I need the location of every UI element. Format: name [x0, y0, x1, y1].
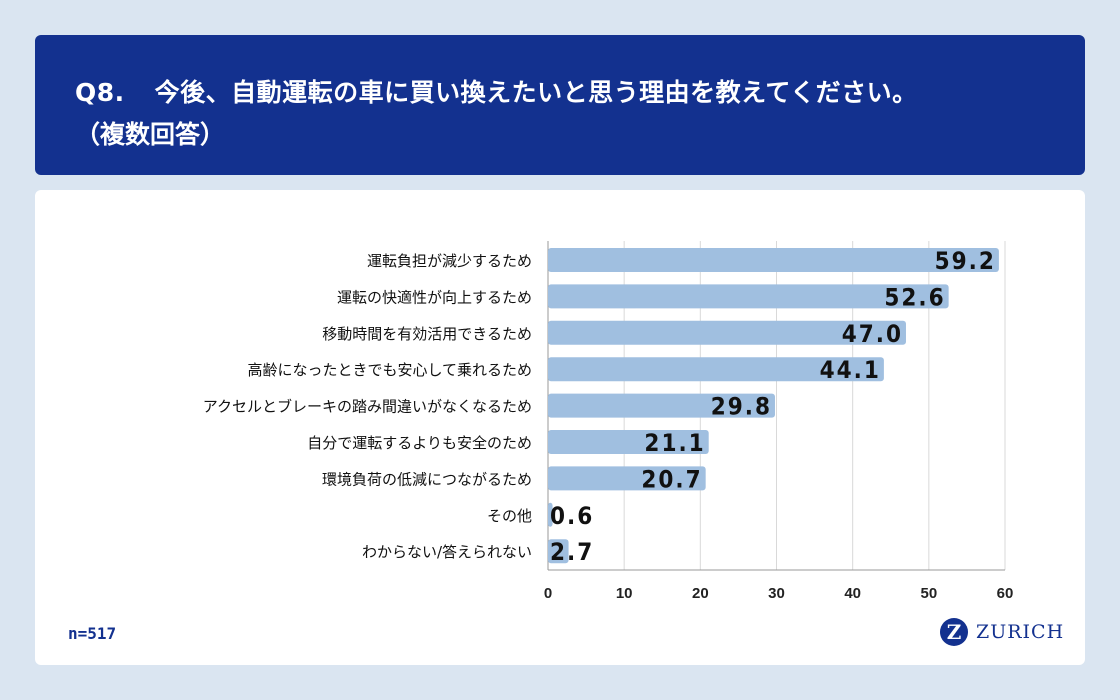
data-label: 2.7: [550, 538, 594, 566]
brand-name: ZURICH: [976, 621, 1065, 643]
bar: [548, 357, 884, 382]
bar: [548, 466, 706, 491]
x-tick-label: 30: [768, 585, 785, 602]
category-label: 移動時間を有効活用できるため: [322, 325, 532, 343]
question-text: 今後、自動運転の車に買い換えたいと思う理由を教えてください。: [154, 78, 918, 107]
category-label: 自分で運転するよりも安全のため: [307, 434, 532, 452]
bar: [548, 430, 709, 454]
data-label: 20.7: [641, 465, 702, 493]
bar: [548, 284, 949, 309]
zurich-logo: Z ZURICH: [940, 618, 1064, 646]
bar: [548, 502, 553, 527]
data-label: 44.1: [820, 356, 881, 384]
x-tick-label: 40: [844, 585, 861, 602]
category-label: 環境負荷の低減につながるため: [322, 470, 532, 488]
x-tick-label: 0: [544, 585, 552, 602]
x-tick-label: 20: [692, 585, 709, 602]
data-label: 59.2: [935, 247, 996, 275]
data-label: 52.6: [884, 283, 945, 311]
category-label: その他: [487, 507, 532, 525]
question-number: Q8.: [75, 78, 125, 107]
x-tick-label: 60: [997, 585, 1014, 602]
data-label: 0.6: [550, 502, 594, 530]
bar: [548, 320, 906, 345]
x-tick-label: 10: [616, 585, 633, 602]
sample-size: n=517: [68, 624, 117, 643]
category-label: 運転の快適性が向上するため: [337, 288, 532, 306]
category-label: 高齢になったときでも安心して乗れるため: [247, 361, 532, 379]
bar: [548, 248, 999, 272]
data-label: 21.1: [644, 429, 705, 457]
bar: [548, 393, 775, 418]
zurich-logo-icon: Z: [940, 618, 968, 646]
question-header: Q8. 今後、自動運転の車に買い換えたいと思う理由を教えてください。 （複数回答）: [35, 35, 1085, 175]
x-tick-label: 50: [920, 585, 937, 602]
data-label: 29.8: [711, 393, 772, 421]
category-label: わからない/答えられない: [362, 543, 532, 561]
data-label: 47.0: [842, 320, 903, 348]
bar: [548, 539, 569, 564]
question-title: Q8. 今後、自動運転の車に買い換えたいと思う理由を教えてください。: [75, 73, 918, 109]
category-label: アクセルとブレーキの踏み間違いがなくなるため: [203, 398, 532, 416]
question-subtitle: （複数回答）: [75, 120, 226, 149]
category-label: 運転負担が減少するため: [367, 252, 532, 270]
